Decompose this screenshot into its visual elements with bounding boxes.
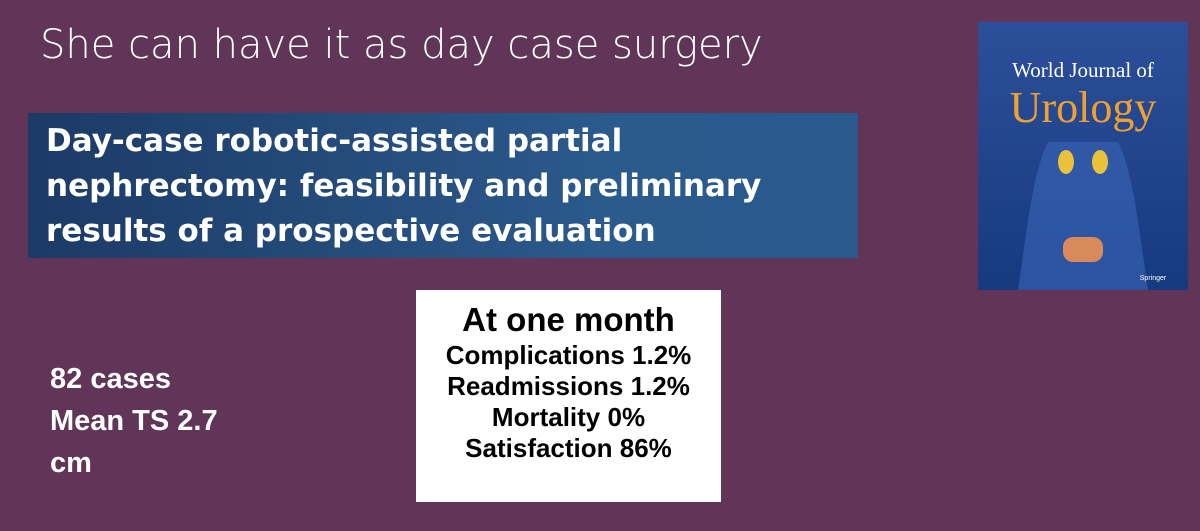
outcome-item: Readmissions 1.2% [447,371,690,401]
journal-name-top: World Journal of [1012,58,1154,82]
outcome-item: Mortality 0% [491,402,646,432]
body-silhouette [1018,142,1148,290]
kidney [1092,150,1108,174]
bladder [1063,237,1103,262]
stat-line: Mean TS 2.7 [50,405,218,437]
kidney [1058,150,1074,174]
outcome-item: Satisfaction 86% [465,433,672,463]
journal-cover: World Journal of Urology Springer [978,22,1188,290]
article-title-line: results of a prospective evaluation [46,213,656,249]
article-banner: Day-case robotic-assisted partial nephre… [28,113,858,258]
stat-line: 82 cases [50,363,171,395]
publisher: Springer [1140,275,1167,282]
article-title-line: nephrectomy: feasibility and preliminary [46,168,762,204]
article-title-line: Day-case robotic-assisted partial [46,123,623,159]
stat-line: cm [50,447,92,479]
outcome-item: Complications 1.2% [445,340,692,370]
slide-title: She can have it as day case surgery [40,22,763,68]
journal-name-main: Urology [1010,83,1157,132]
outcomes-box: At one month Complications 1.2% Readmiss… [416,290,721,502]
outcomes-heading: At one month [462,301,675,338]
stats: 82 cases Mean TS 2.7 cm [50,358,218,484]
